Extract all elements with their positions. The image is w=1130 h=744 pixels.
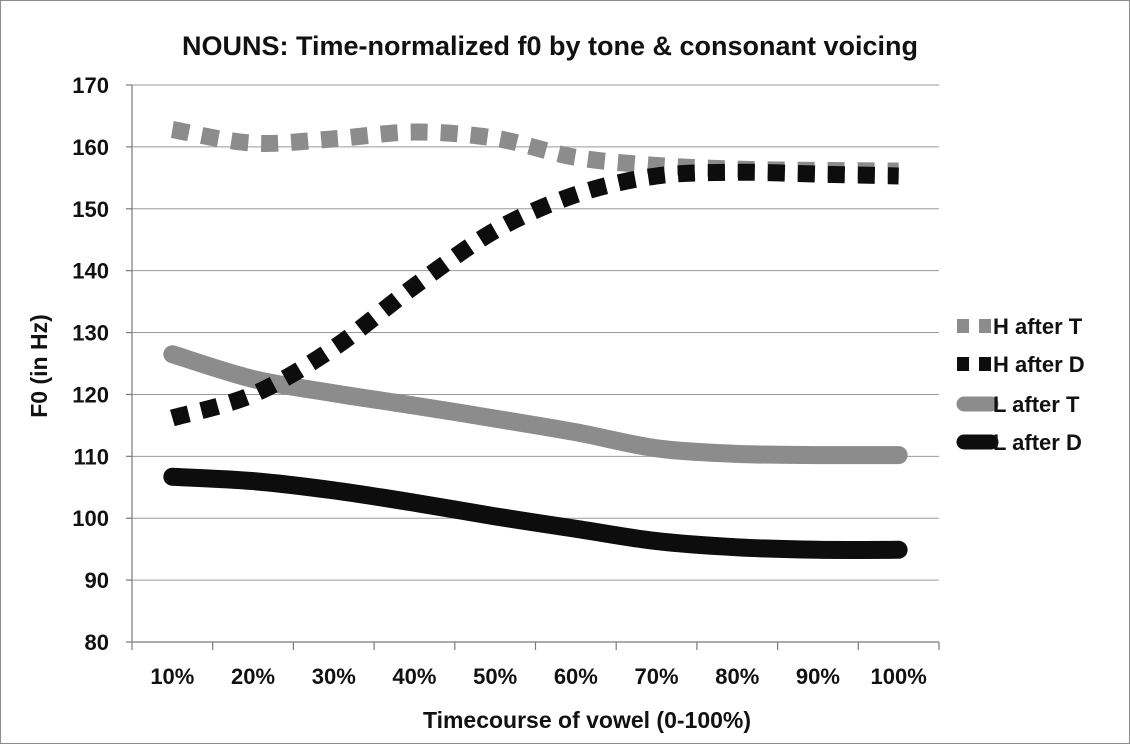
legend-item-l-after-d: L after D — [956, 430, 1082, 455]
data-point-l-after-t — [251, 377, 255, 381]
y-tick-label: 170 — [72, 73, 109, 98]
series-line-l-after-d — [163, 467, 908, 559]
data-point-h-after-d — [655, 174, 659, 178]
data-point-h-after-t — [493, 136, 497, 140]
data-point-h-after-d — [170, 416, 174, 420]
data-point-h-after-t — [655, 163, 659, 167]
data-point-l-after-t — [816, 453, 820, 457]
series — [163, 121, 908, 559]
y-tick-label: 160 — [72, 135, 109, 160]
data-point-l-after-t — [574, 430, 578, 434]
axes: 80 90 100 110 120 130 140 150 160 170 10% 20% 30% 40%… — [72, 73, 940, 689]
x-tick-label: 100% — [871, 664, 927, 689]
data-point-h-after-t — [574, 155, 578, 159]
legend-item-h-after-d: H after D — [957, 352, 1085, 377]
x-tick-label: 70% — [635, 664, 679, 689]
x-tick-label: 40% — [392, 664, 436, 689]
data-point-h-after-d — [735, 170, 739, 174]
data-point-h-after-t — [412, 130, 416, 134]
data-point-h-after-d — [332, 346, 336, 350]
data-point-l-after-d — [735, 545, 739, 549]
legend-label-h-after-d: H after D — [993, 352, 1085, 377]
legend-label-l-after-t: L after T — [993, 392, 1080, 417]
y-tick-label: 120 — [72, 382, 109, 407]
data-point-h-after-t — [816, 168, 820, 172]
data-point-l-after-t — [897, 453, 901, 457]
data-point-l-after-d — [493, 514, 497, 518]
y-tick-label: 140 — [72, 259, 109, 284]
data-point-h-after-t — [251, 141, 255, 145]
data-point-l-after-d — [332, 488, 336, 492]
y-tick-label: 90 — [85, 568, 109, 593]
legend-label-h-after-t: H after T — [993, 314, 1083, 339]
data-point-h-after-d — [251, 392, 255, 396]
data-point-h-after-d — [574, 193, 578, 197]
data-point-l-after-t — [493, 417, 497, 421]
data-point-l-after-d — [574, 527, 578, 531]
data-point-l-after-d — [655, 539, 659, 543]
data-point-h-after-d — [897, 174, 901, 178]
x-tick-label: 60% — [554, 664, 598, 689]
data-point-l-after-d — [170, 475, 174, 479]
x-tick-label: 10% — [150, 664, 194, 689]
data-point-l-after-t — [655, 446, 659, 450]
data-point-l-after-d — [897, 548, 901, 552]
x-tick-label: 90% — [796, 664, 840, 689]
data-point-l-after-t — [332, 391, 336, 395]
legend-item-l-after-t: L after T — [956, 392, 1080, 417]
data-point-h-after-t — [170, 128, 174, 132]
legend-item-h-after-t: H after T — [957, 314, 1083, 339]
x-tick-label: 80% — [715, 664, 759, 689]
y-tick-label: 110 — [74, 444, 110, 469]
data-point-l-after-d — [816, 548, 820, 552]
x-axis-label: Timecourse of vowel (0-100%) — [423, 707, 751, 733]
series-line-h-after-d — [169, 163, 899, 427]
y-tick-label: 80 — [85, 630, 109, 655]
x-tick-label: 50% — [473, 664, 517, 689]
data-point-l-after-d — [412, 501, 416, 505]
data-point-l-after-t — [170, 352, 174, 356]
y-tick-label: 130 — [72, 321, 109, 346]
data-point-h-after-t — [332, 137, 336, 141]
data-point-l-after-d — [251, 479, 255, 483]
series-line-l-after-t — [163, 345, 908, 465]
legend-label-l-after-d: L after D — [993, 430, 1082, 455]
legend: H after T H after D L after T L after D — [956, 314, 1085, 455]
y-tick-label: 100 — [72, 506, 109, 531]
y-tick-label: 150 — [72, 197, 109, 222]
data-point-h-after-d — [412, 284, 416, 288]
data-point-l-after-t — [412, 404, 416, 408]
data-point-h-after-d — [816, 172, 820, 176]
grid — [132, 84, 939, 581]
chart-title: NOUNS: Time-normalized f0 by tone & cons… — [182, 31, 918, 61]
y-axis-label: F0 (in Hz) — [26, 314, 52, 418]
x-tick-label: 20% — [231, 664, 275, 689]
data-point-h-after-d — [493, 228, 497, 232]
x-tick-label: 30% — [312, 664, 356, 689]
series-line-h-after-t — [170, 121, 899, 180]
data-point-l-after-t — [735, 452, 739, 456]
